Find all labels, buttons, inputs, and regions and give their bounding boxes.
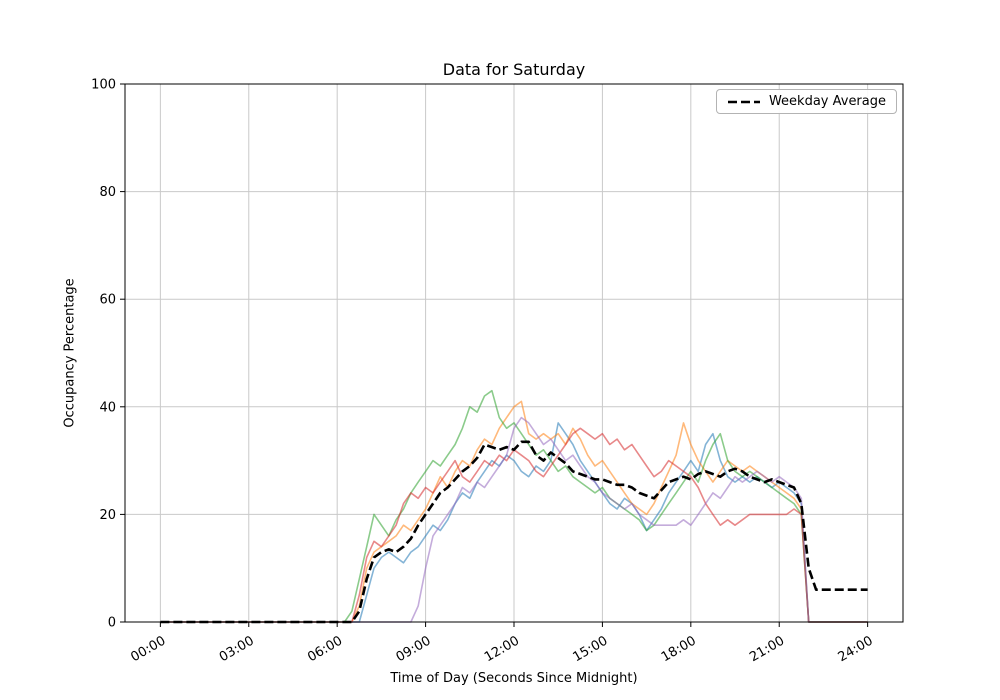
x-tick-label: 24:00	[836, 633, 876, 665]
x-tick-label: 06:00	[305, 633, 345, 665]
x-axis-label: Time of Day (Seconds Since Midnight)	[390, 671, 638, 686]
x-tick-label: 12:00	[482, 633, 522, 665]
y-tick-label: 60	[99, 293, 116, 308]
x-tick-label: 03:00	[217, 633, 257, 665]
y-tick-label: 40	[99, 400, 116, 415]
x-tick-label: 15:00	[570, 633, 610, 665]
y-tick-label: 20	[99, 508, 116, 523]
y-tick-label: 0	[108, 616, 116, 631]
y-tick-label: 100	[91, 78, 116, 93]
y-tick-label: 80	[99, 185, 116, 200]
x-tick-label: 09:00	[394, 633, 434, 665]
grid	[125, 83, 903, 623]
x-tick-label: 00:00	[128, 633, 168, 665]
ticks: 00:00 03:00 06:00 09:00 12:00 15:00 18:00 21:00…	[91, 78, 875, 666]
legend-label: Weekday Average	[768, 94, 886, 109]
x-tick-label: 18:00	[659, 633, 699, 665]
legend-dashed-line-sample	[727, 100, 760, 103]
legend: Weekday Average	[715, 89, 897, 114]
x-tick-label: 21:00	[747, 633, 787, 665]
chart-title: Data for Saturday	[442, 60, 586, 79]
